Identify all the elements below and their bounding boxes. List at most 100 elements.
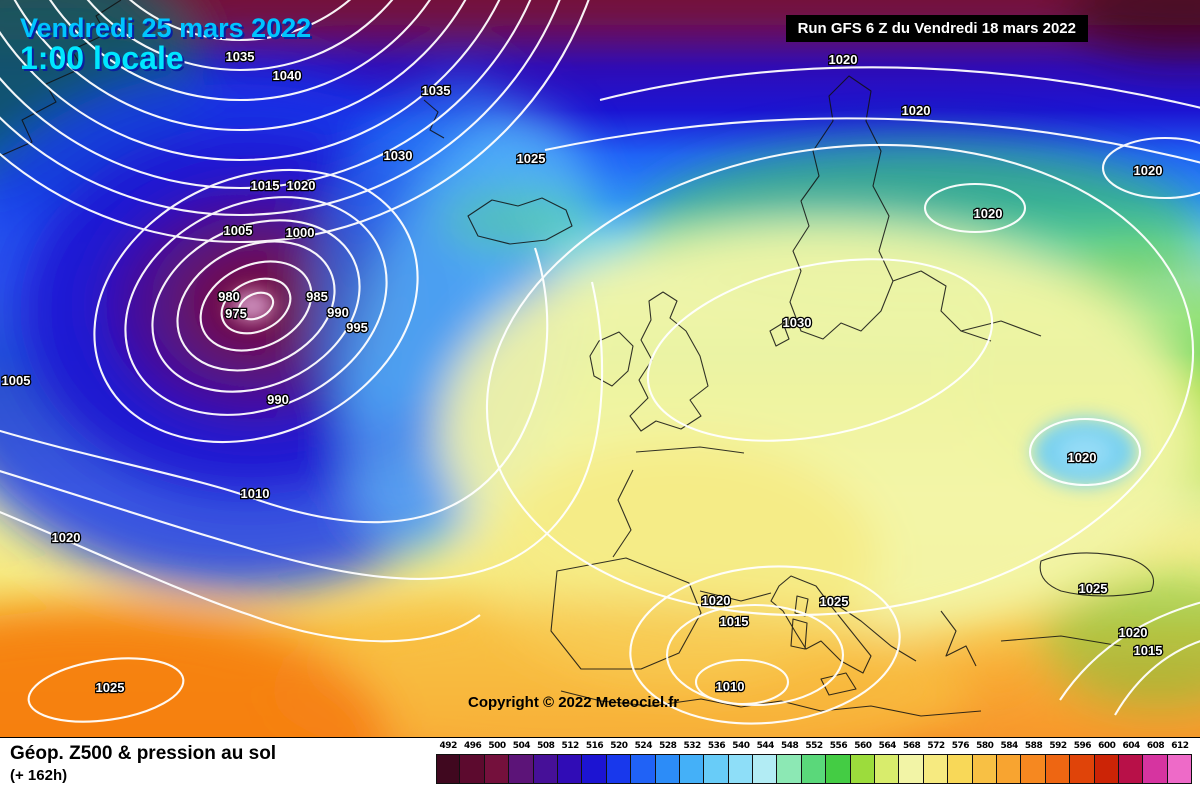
scale-swatch	[753, 754, 778, 784]
pressure-label: 975	[225, 306, 247, 321]
scale-swatch	[1045, 754, 1071, 784]
scale-swatch	[704, 754, 729, 784]
scale-cell: 564	[875, 741, 900, 800]
scale-swatch	[655, 754, 680, 784]
scale-cell: 600	[1094, 741, 1119, 800]
scale-value: 536	[707, 741, 726, 751]
forecast-hour: (+ 162h)	[10, 767, 68, 784]
scale-value: 576	[951, 741, 970, 751]
pressure-label: 1010	[241, 486, 270, 501]
scale-swatch	[679, 754, 705, 784]
scale-swatch	[899, 754, 924, 784]
pressure-label: 1005	[224, 223, 253, 238]
scale-cell: 548	[777, 741, 802, 800]
scale-cell: 556	[826, 741, 851, 800]
scale-cell: 568	[899, 741, 924, 800]
scale-cell: 532	[679, 741, 705, 800]
scale-value: 604	[1122, 741, 1140, 751]
pressure-label: 1020	[902, 103, 931, 118]
scale-value: 568	[902, 741, 921, 751]
scale-value: 524	[634, 741, 653, 751]
scale-cell: 584	[996, 741, 1022, 800]
scale-value: 496	[463, 741, 482, 751]
pressure-label: 1025	[1079, 581, 1108, 596]
weather-map-image: 1035 1040 1035 1030 1025 1020 1020 1020 1020 1015…	[0, 0, 1200, 737]
scale-swatch	[801, 754, 827, 784]
scale-cell: 496	[460, 741, 485, 800]
scale-value: 564	[878, 741, 897, 751]
scale-swatch	[484, 754, 510, 784]
isobar-labels: 1035 1040 1035 1030 1025 1020 1020 1020 1020 1015…	[0, 48, 1164, 697]
scale-cell: 580	[972, 741, 997, 800]
pressure-label: 990	[327, 305, 349, 320]
scale-swatch	[533, 754, 558, 784]
scale-cell: 544	[753, 741, 778, 800]
scale-cell: 560	[850, 741, 876, 800]
pressure-label: 1040	[273, 68, 302, 83]
pressure-contours	[0, 0, 1200, 734]
scale-value: 588	[1024, 741, 1043, 751]
scale-cell: 492	[436, 741, 461, 800]
scale-value: 580	[976, 741, 994, 751]
pressure-label: 990	[267, 392, 289, 407]
scale-value: 548	[781, 741, 799, 751]
scale-swatch	[923, 754, 949, 784]
scale-swatch	[1070, 754, 1095, 784]
pressure-label: 1015	[251, 178, 280, 193]
scale-value: 612	[1171, 741, 1189, 751]
scale-value: 560	[854, 741, 872, 751]
scale-cell: 552	[801, 741, 827, 800]
scale-value: 592	[1049, 741, 1067, 751]
scale-cell: 576	[948, 741, 973, 800]
scale-cell: 608	[1143, 741, 1168, 800]
map-area: 1035 1040 1035 1030 1025 1020 1020 1020 1020 1015…	[0, 0, 1200, 737]
scale-cell: 520	[606, 741, 632, 800]
scale-swatch	[1021, 754, 1046, 784]
scale-swatch	[460, 754, 485, 784]
pressure-label: 1025	[820, 594, 849, 609]
pressure-label: 980	[218, 289, 240, 304]
scale-swatch	[631, 754, 656, 784]
scale-swatch	[875, 754, 900, 784]
scale-value: 504	[512, 741, 531, 751]
scale-cell: 500	[484, 741, 510, 800]
scale-swatch	[826, 754, 851, 784]
scale-cell: 528	[655, 741, 680, 800]
color-scale: 492 496 500 504 508 512 516 520 524 528 532 536 540 5…	[436, 738, 1200, 800]
pressure-label: 1035	[422, 83, 451, 98]
scale-swatch	[777, 754, 802, 784]
scale-cell: 592	[1045, 741, 1071, 800]
scale-value: 540	[732, 741, 750, 751]
pressure-label: 1020	[974, 206, 1003, 221]
scale-swatch	[1118, 754, 1144, 784]
scale-swatch	[582, 754, 607, 784]
run-info-box: Run GFS 6 Z du Vendredi 18 mars 2022	[785, 15, 1088, 42]
scale-cell: 540	[728, 741, 754, 800]
scale-swatch	[1094, 754, 1119, 784]
scale-value: 600	[1098, 741, 1116, 751]
scale-cell: 588	[1021, 741, 1046, 800]
scale-cell: 516	[582, 741, 607, 800]
pressure-label: 1035	[226, 49, 255, 64]
pressure-label: 1020	[1068, 450, 1097, 465]
scale-cell: 612	[1167, 741, 1193, 800]
scale-value: 544	[756, 741, 775, 751]
scale-swatch	[557, 754, 583, 784]
pressure-label: 1025	[96, 680, 125, 695]
pressure-label: 1020	[287, 178, 316, 193]
scale-swatch	[509, 754, 534, 784]
scale-cell: 512	[557, 741, 583, 800]
scale-swatch	[728, 754, 754, 784]
scale-value: 508	[537, 741, 555, 751]
scale-cell: 604	[1118, 741, 1144, 800]
product-title: Géop. Z500 & pression au sol	[10, 743, 277, 764]
scale-swatch	[972, 754, 997, 784]
pressure-label: 985	[306, 289, 328, 304]
pressure-label: 1020	[702, 593, 731, 608]
scale-swatch	[1143, 754, 1168, 784]
scale-value: 516	[585, 741, 604, 751]
scale-value: 556	[829, 741, 848, 751]
pressure-label: 1000	[286, 225, 315, 240]
pressure-label: 1030	[384, 148, 413, 163]
scale-value: 500	[488, 741, 506, 751]
